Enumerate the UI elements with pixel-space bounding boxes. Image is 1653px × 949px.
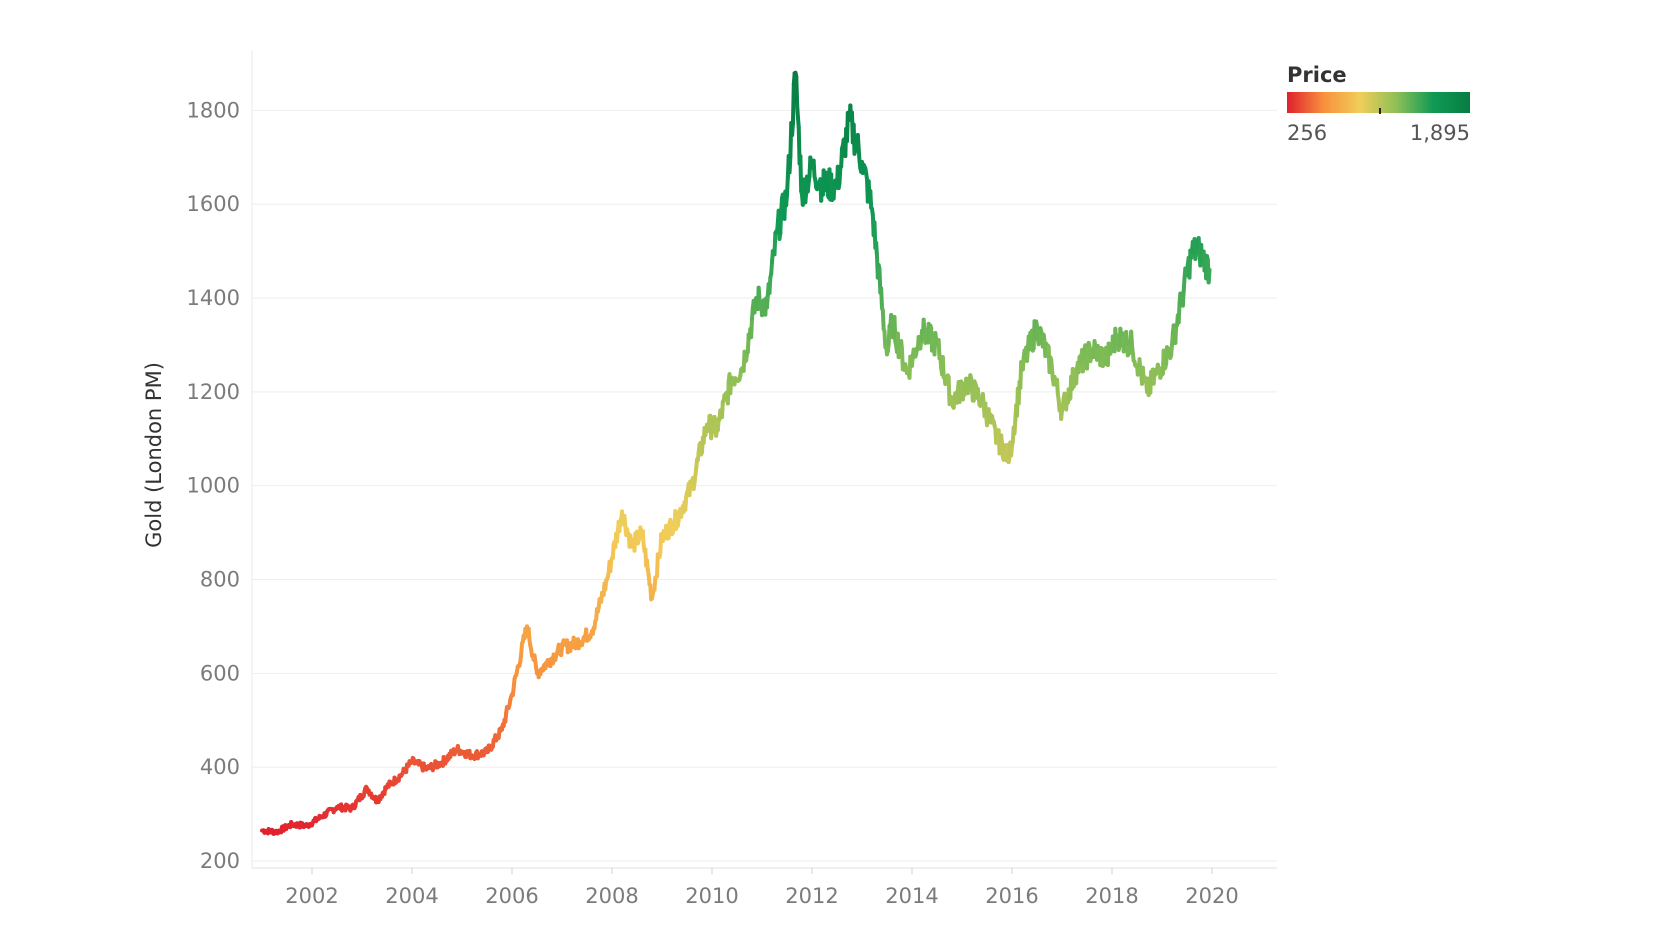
price-segment <box>874 240 879 259</box>
price-segment <box>1129 329 1134 347</box>
price-segment <box>683 495 689 512</box>
y-tick-label: 1400 <box>187 286 240 310</box>
price-segment <box>655 552 660 579</box>
price-segment <box>957 385 963 405</box>
legend-gradient-bar <box>1287 92 1470 113</box>
price-segment <box>837 165 843 186</box>
x-tick-label: 2004 <box>385 884 438 908</box>
legend-max-label: 1,895 <box>1410 121 1470 145</box>
x-tick-label: 2018 <box>1085 884 1138 908</box>
price-line <box>260 70 1212 836</box>
price-segment <box>1012 417 1018 436</box>
price-segment <box>868 189 874 210</box>
y-tick-label: 200 <box>200 849 240 873</box>
price-segment <box>749 316 754 340</box>
axes <box>251 50 1277 869</box>
y-tick-label: 1000 <box>187 474 240 498</box>
x-tick-label: 2014 <box>885 884 938 908</box>
price-segment <box>1055 377 1060 396</box>
price-segment <box>969 376 974 393</box>
y-axis-label: Gold (London PM) <box>142 362 166 548</box>
price-segment <box>795 102 800 120</box>
y-tick-label: 400 <box>200 755 240 779</box>
price-segment <box>855 133 861 151</box>
y-tick-label: 800 <box>200 567 240 591</box>
price-segment <box>879 286 884 311</box>
price-segment <box>811 158 817 179</box>
x-tick-label: 2008 <box>585 884 638 908</box>
price-segment <box>1206 267 1212 285</box>
x-axis-ticks: 2002 2004 2006 2008 2010 2012 2014 2016 2018 2020 <box>285 868 1239 908</box>
x-tick-label: 2002 <box>285 884 338 908</box>
price-segment <box>785 175 790 197</box>
price-segment <box>856 146 862 163</box>
price-segment <box>652 575 658 592</box>
y-tick-label: 1800 <box>187 98 240 122</box>
x-tick-label: 2012 <box>785 884 838 908</box>
x-tick-label: 2006 <box>485 884 538 908</box>
y-tick-label: 1600 <box>187 192 240 216</box>
price-segment <box>640 529 646 548</box>
price-segment <box>767 275 773 295</box>
price-segment <box>1181 276 1187 294</box>
price-segment <box>1176 301 1182 325</box>
legend-title: Price <box>1287 63 1347 87</box>
price-segment <box>790 82 796 126</box>
price-segment <box>880 308 886 331</box>
price-segment <box>1124 329 1129 350</box>
price-segment <box>892 315 898 344</box>
price-segment <box>886 323 892 347</box>
price-segment <box>921 317 927 337</box>
color-legend: Price 256 1,895 <box>1287 63 1470 145</box>
x-tick-label: 2020 <box>1185 884 1238 908</box>
x-tick-label: 2010 <box>685 884 738 908</box>
price-segment <box>839 146 844 169</box>
price-segment <box>720 399 725 420</box>
legend-min-label: 256 <box>1287 121 1327 145</box>
price-segment <box>882 329 888 350</box>
price-segment <box>787 154 793 175</box>
price-segment <box>798 154 804 194</box>
price-segment <box>778 210 784 235</box>
price-segment <box>765 293 770 310</box>
price-segment <box>1173 323 1179 345</box>
price-segment <box>772 231 778 257</box>
price-segment <box>940 355 946 380</box>
y-axis-ticks: 200 400 600 800 1000 1200 1400 1600 1800 <box>187 98 240 873</box>
y-tick-label: 600 <box>200 661 240 685</box>
price-segment <box>1035 324 1040 342</box>
price-segment <box>794 74 800 107</box>
price-segment <box>666 521 672 541</box>
x-tick-label: 2016 <box>985 884 1038 908</box>
price-segment <box>1180 289 1186 308</box>
grid-lines <box>252 109 1277 862</box>
y-tick-label: 1200 <box>187 380 240 404</box>
